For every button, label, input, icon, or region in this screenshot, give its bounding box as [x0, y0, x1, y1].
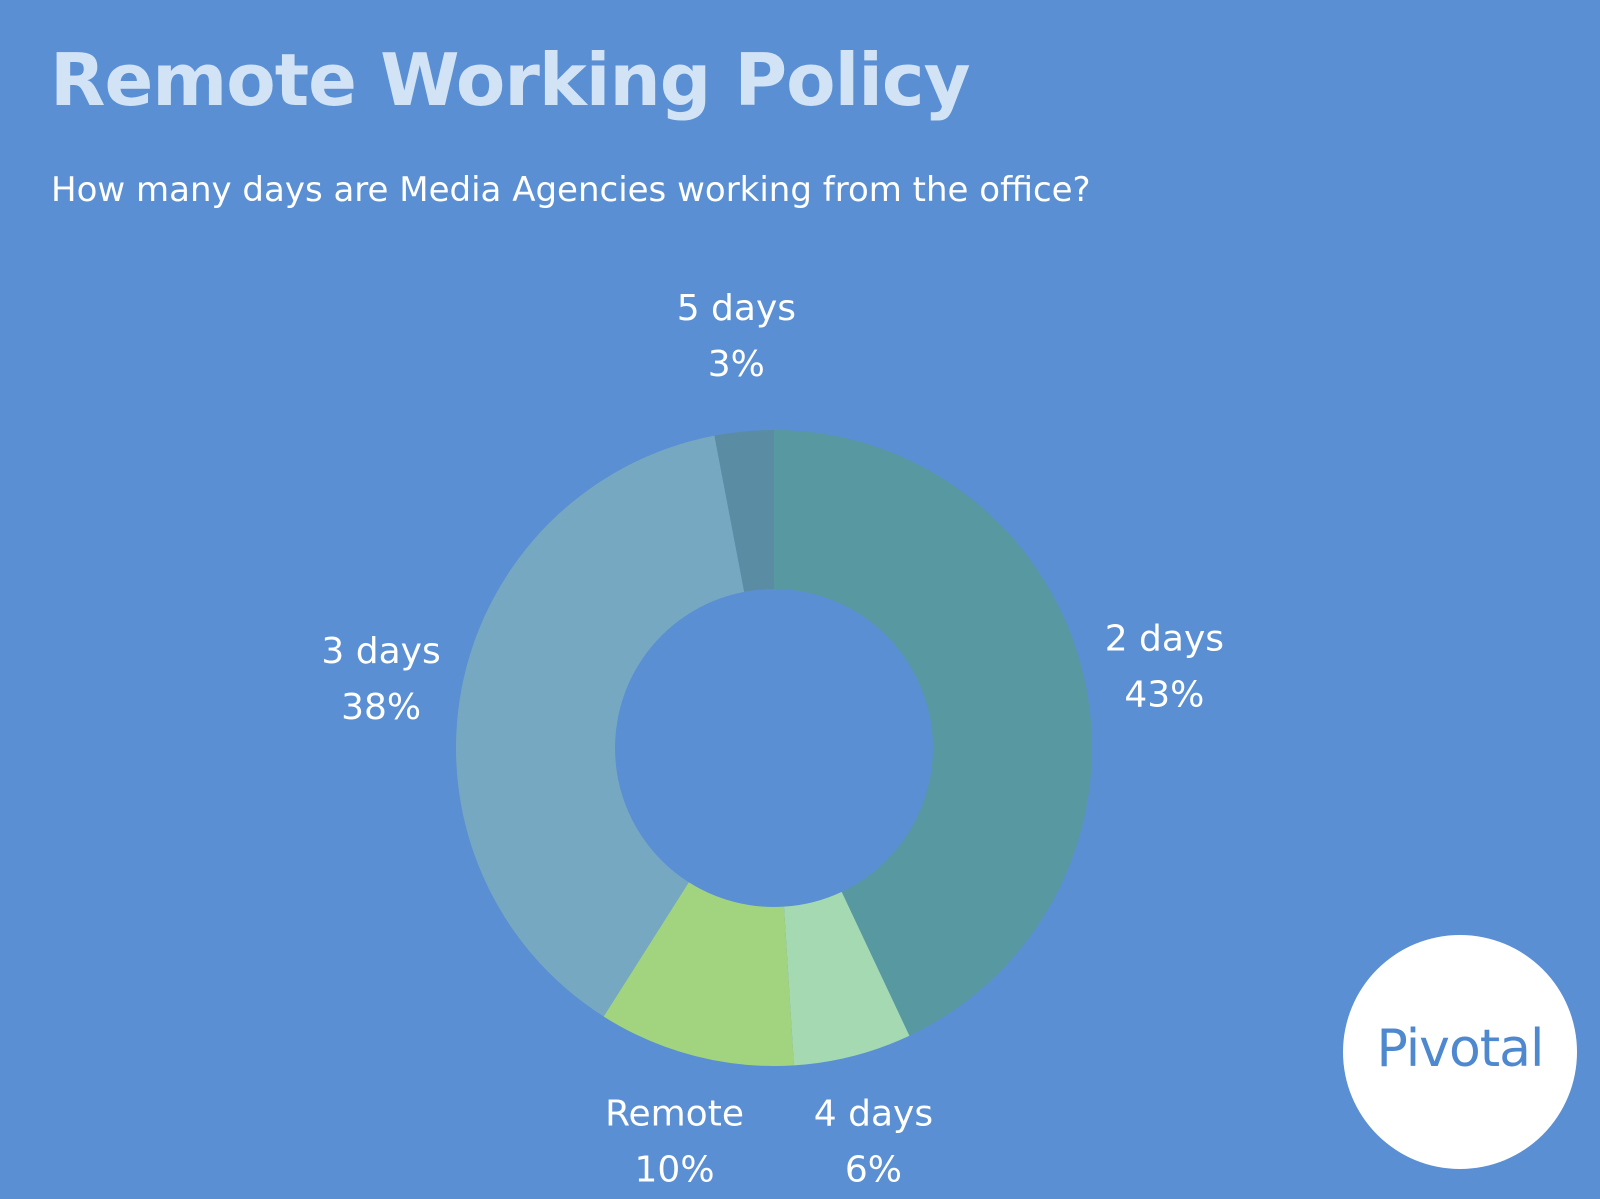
- slice-5-days: [714, 430, 774, 592]
- slice-value-5-days: 3%: [708, 344, 765, 385]
- slice-label-2-days: 2 days 43%: [1105, 619, 1224, 716]
- page-subtitle: How many days are Media Agencies working…: [51, 170, 1091, 210]
- slice-2-days: [774, 430, 1092, 1036]
- slice-label-4-days: 4 days 6%: [814, 1093, 933, 1190]
- slice-value-4-days: 6%: [845, 1149, 902, 1190]
- slice-category-4-days: 4 days: [814, 1093, 933, 1134]
- slice-label-remote: Remote 10%: [605, 1093, 744, 1190]
- slice-remote: [603, 882, 794, 1066]
- slice-label-5-days: 5 days 3%: [677, 288, 796, 385]
- slice-value-remote: 10%: [635, 1149, 715, 1190]
- donut-labels: 2 days 43% 4 days 6% Remote 10% 3 days 38% 5 day…: [321, 288, 1224, 1191]
- slice-category-2-days: 2 days: [1105, 619, 1224, 660]
- logo-text: Pivotal: [1376, 1019, 1545, 1079]
- slice-value-3-days: 38%: [341, 687, 421, 728]
- slice-category-remote: Remote: [605, 1093, 744, 1134]
- slice-category-5-days: 5 days: [677, 288, 796, 329]
- pivotal-logo: Pivotal: [1343, 935, 1577, 1169]
- donut-slices: [456, 430, 1092, 1066]
- slice-label-3-days: 3 days 38%: [321, 631, 440, 728]
- page-title: Remote Working Policy: [50, 38, 971, 122]
- slice-4-days: [783, 891, 910, 1066]
- slice-category-3-days: 3 days: [321, 631, 440, 672]
- slice-3-days: [456, 435, 745, 1017]
- slice-value-2-days: 43%: [1124, 675, 1204, 716]
